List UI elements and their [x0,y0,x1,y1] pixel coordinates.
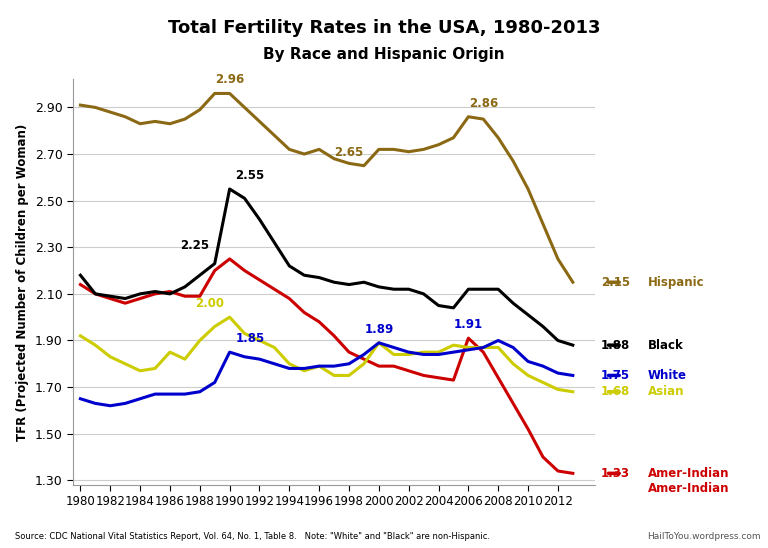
Text: 1.75: 1.75 [601,369,630,382]
Text: 1.68: 1.68 [601,385,630,398]
Text: Amer-Indian: Amer-Indian [648,482,730,495]
Text: 2.65: 2.65 [334,146,363,159]
Text: Amer-Indian: Amer-Indian [648,467,730,480]
Text: Source: CDC National Vital Statistics Report, Vol. 64, No. 1, Table 8.   Note: ": Source: CDC National Vital Statistics Re… [15,533,490,541]
Text: Hispanic: Hispanic [648,276,704,289]
Text: 1.89: 1.89 [364,323,393,336]
Text: By Race and Hispanic Origin: By Race and Hispanic Origin [263,47,505,61]
Text: 2.55: 2.55 [235,169,264,182]
Text: Asian: Asian [648,385,684,398]
Text: White: White [648,369,687,382]
Text: Total Fertility Rates in the USA, 1980-2013: Total Fertility Rates in the USA, 1980-2… [167,19,601,37]
Text: 1.33: 1.33 [601,467,630,480]
Text: 1.88: 1.88 [601,339,630,352]
Text: 2.86: 2.86 [468,97,498,110]
Text: 1.91: 1.91 [454,318,483,331]
Text: 2.00: 2.00 [195,297,224,310]
Y-axis label: TFR (Projected Number of Children per Woman): TFR (Projected Number of Children per Wo… [16,124,29,441]
Text: Black: Black [648,339,684,352]
Text: 1.85: 1.85 [235,332,264,345]
Text: HailToYou.wordpress.com: HailToYou.wordpress.com [647,533,760,541]
Text: 2.15: 2.15 [601,276,630,289]
Text: 2.25: 2.25 [180,239,209,252]
Text: 2.96: 2.96 [215,73,244,87]
